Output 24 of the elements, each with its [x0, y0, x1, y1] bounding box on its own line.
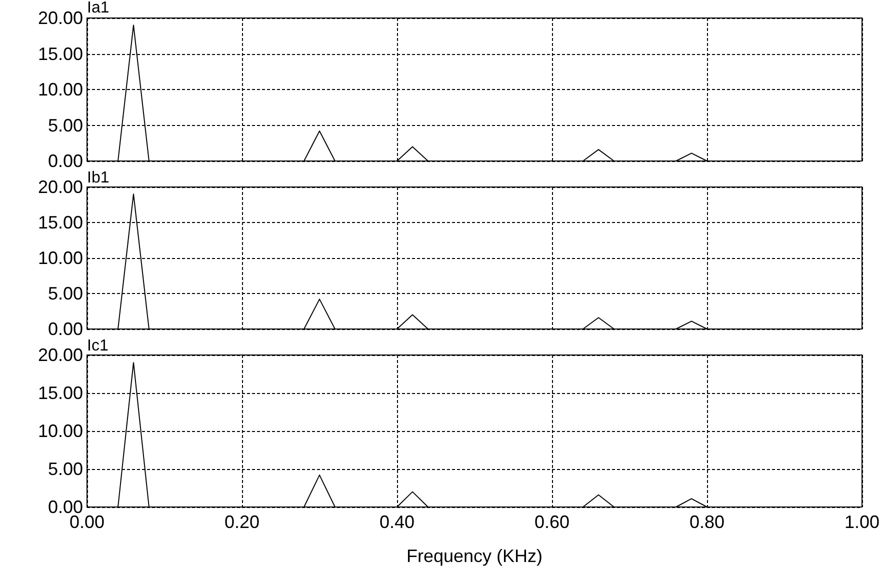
- y-tick-label: 10.00: [38, 248, 83, 268]
- x-tick-label: 1.00: [844, 512, 880, 532]
- x-tick-label: 0.80: [689, 512, 725, 532]
- chart-title: Ic1: [87, 338, 108, 354]
- chart-title: Ia1: [87, 0, 110, 16]
- x-tick-label: 0.00: [69, 512, 105, 532]
- y-tick-label: 15.00: [38, 383, 83, 403]
- y-tick-label: 5.00: [48, 284, 83, 304]
- y-tick-label: 0.00: [48, 319, 83, 339]
- y-tick-label: 15.00: [38, 212, 83, 232]
- y-tick-label: 10.00: [38, 421, 83, 441]
- x-tick-label: 0.20: [224, 512, 260, 532]
- y-tick-label: 20.00: [38, 8, 83, 28]
- y-tick-label: 0.00: [48, 151, 83, 171]
- y-tick-label: 5.00: [48, 459, 83, 479]
- x-tick-label: 0.40: [379, 512, 415, 532]
- y-tick-label: 20.00: [38, 345, 83, 365]
- y-tick-label: 10.00: [38, 80, 83, 100]
- x-tick-label: 0.60: [534, 512, 570, 532]
- y-tick-label: 5.00: [48, 115, 83, 136]
- y-tick-label: 20.00: [38, 177, 83, 197]
- x-axis-title: Frequency (KHz): [406, 546, 543, 566]
- chart-title: Ib1: [87, 170, 110, 186]
- y-tick-label: 15.00: [38, 44, 83, 64]
